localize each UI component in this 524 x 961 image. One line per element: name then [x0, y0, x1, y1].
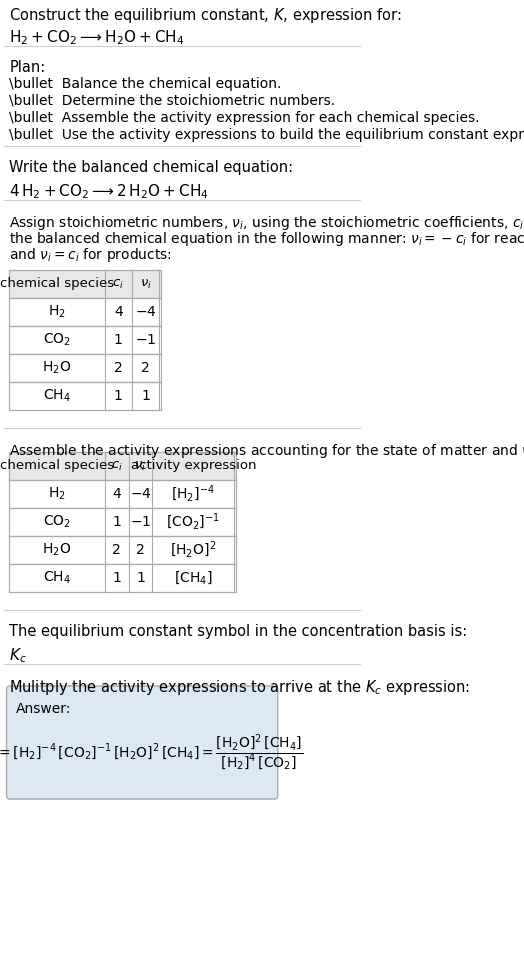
Text: \bullet  Use the activity expressions to build the equilibrium constant expressi: \bullet Use the activity expressions to …: [9, 128, 524, 142]
Text: chemical species: chemical species: [0, 278, 114, 290]
FancyBboxPatch shape: [9, 480, 235, 508]
Text: chemical species: chemical species: [0, 459, 114, 473]
Text: \bullet  Determine the stoichiometric numbers.: \bullet Determine the stoichiometric num…: [9, 94, 335, 108]
Text: the balanced chemical equation in the following manner: $\nu_i = -c_i$ for react: the balanced chemical equation in the fo…: [9, 230, 524, 248]
FancyBboxPatch shape: [9, 270, 160, 298]
Text: $\mathrm{H_2O}$: $\mathrm{H_2O}$: [42, 359, 72, 376]
Text: $[\mathrm{H_2O}]^{2}$: $[\mathrm{H_2O}]^{2}$: [170, 540, 216, 560]
FancyBboxPatch shape: [9, 564, 235, 592]
Text: $\mathrm{H_2 + CO_2 \longrightarrow H_2O + CH_4}$: $\mathrm{H_2 + CO_2 \longrightarrow H_2O…: [9, 28, 184, 47]
Text: $\mathrm{H_2}$: $\mathrm{H_2}$: [48, 486, 66, 503]
Text: Plan:: Plan:: [9, 60, 46, 75]
Text: 2: 2: [114, 361, 123, 375]
Text: 1: 1: [112, 571, 121, 585]
Text: Assign stoichiometric numbers, $\nu_i$, using the stoichiometric coefficients, $: Assign stoichiometric numbers, $\nu_i$, …: [9, 214, 524, 232]
FancyBboxPatch shape: [9, 508, 235, 536]
Text: The equilibrium constant symbol in the concentration basis is:: The equilibrium constant symbol in the c…: [9, 624, 467, 639]
Text: 1: 1: [114, 389, 123, 403]
Text: $\mathrm{CO_2}$: $\mathrm{CO_2}$: [43, 332, 71, 348]
Text: $[\mathrm{CO_2}]^{-1}$: $[\mathrm{CO_2}]^{-1}$: [167, 512, 220, 532]
Text: $\mathrm{4\,H_2 + CO_2 \longrightarrow 2\,H_2O + CH_4}$: $\mathrm{4\,H_2 + CO_2 \longrightarrow 2…: [9, 182, 209, 201]
Text: $\nu_i$: $\nu_i$: [135, 459, 146, 473]
Text: $\nu_i$: $\nu_i$: [139, 278, 151, 290]
Text: $-4$: $-4$: [135, 305, 156, 319]
Text: $c_i$: $c_i$: [113, 278, 124, 290]
Text: $-1$: $-1$: [135, 333, 156, 347]
Text: 4: 4: [114, 305, 123, 319]
Text: Assemble the activity expressions accounting for the state of matter and $\nu_i$: Assemble the activity expressions accoun…: [9, 442, 524, 460]
Text: $\mathrm{H_2}$: $\mathrm{H_2}$: [48, 304, 66, 320]
Text: $c_i$: $c_i$: [111, 459, 123, 473]
Text: $\mathrm{H_2O}$: $\mathrm{H_2O}$: [42, 542, 72, 558]
Text: $-4$: $-4$: [129, 487, 151, 501]
Text: $K_c = [\mathrm{H_2}]^{-4}\,[\mathrm{CO_2}]^{-1}\,[\mathrm{H_2O}]^{2}\,[\mathrm{: $K_c = [\mathrm{H_2}]^{-4}\,[\mathrm{CO_…: [0, 732, 303, 773]
Text: $\mathrm{CH_4}$: $\mathrm{CH_4}$: [43, 570, 71, 586]
Text: 2: 2: [141, 361, 150, 375]
Text: 1: 1: [136, 571, 145, 585]
FancyBboxPatch shape: [9, 536, 235, 564]
FancyBboxPatch shape: [9, 354, 160, 382]
Text: Mulitply the activity expressions to arrive at the $K_c$ expression:: Mulitply the activity expressions to arr…: [9, 678, 471, 697]
Text: and $\nu_i = c_i$ for products:: and $\nu_i = c_i$ for products:: [9, 246, 172, 264]
Text: Construct the equilibrium constant, $K$, expression for:: Construct the equilibrium constant, $K$,…: [9, 6, 402, 25]
Text: 1: 1: [112, 515, 121, 529]
FancyBboxPatch shape: [7, 686, 278, 799]
Text: $\mathrm{CH_4}$: $\mathrm{CH_4}$: [43, 388, 71, 405]
Text: activity expression: activity expression: [130, 459, 256, 473]
Text: \bullet  Assemble the activity expression for each chemical species.: \bullet Assemble the activity expression…: [9, 111, 480, 125]
Text: Answer:: Answer:: [16, 702, 71, 716]
Text: 1: 1: [141, 389, 150, 403]
FancyBboxPatch shape: [9, 326, 160, 354]
Text: 1: 1: [114, 333, 123, 347]
Text: Write the balanced chemical equation:: Write the balanced chemical equation:: [9, 160, 293, 175]
FancyBboxPatch shape: [9, 298, 160, 326]
Text: 2: 2: [136, 543, 145, 557]
FancyBboxPatch shape: [9, 452, 235, 480]
FancyBboxPatch shape: [9, 382, 160, 410]
Text: 4: 4: [112, 487, 121, 501]
Text: $[\mathrm{CH_4}]$: $[\mathrm{CH_4}]$: [174, 570, 213, 586]
Text: $-1$: $-1$: [130, 515, 151, 529]
Text: \bullet  Balance the chemical equation.: \bullet Balance the chemical equation.: [9, 77, 282, 91]
Text: $K_c$: $K_c$: [9, 646, 27, 665]
Text: 2: 2: [112, 543, 121, 557]
Text: $\mathrm{CO_2}$: $\mathrm{CO_2}$: [43, 514, 71, 530]
Text: $[\mathrm{H_2}]^{-4}$: $[\mathrm{H_2}]^{-4}$: [171, 483, 215, 505]
